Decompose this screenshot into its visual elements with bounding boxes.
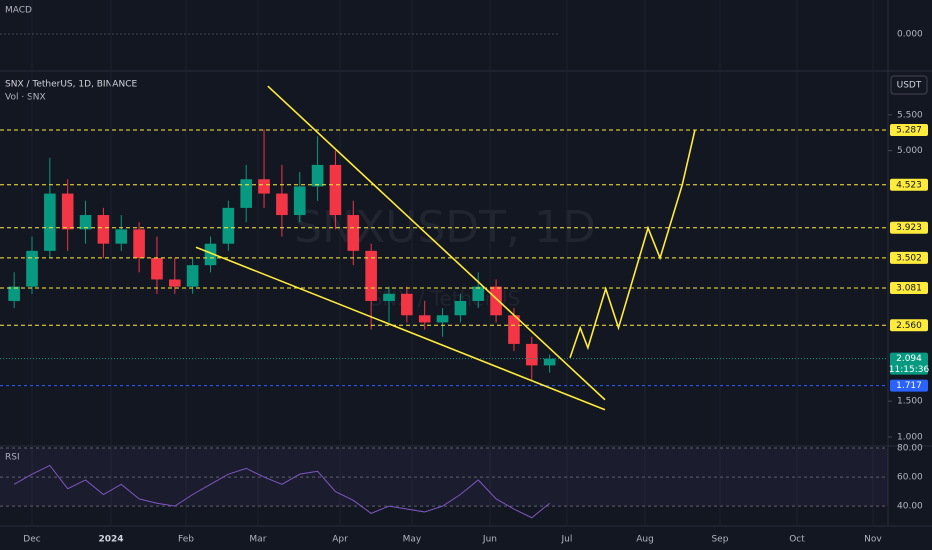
candle-body xyxy=(525,343,538,366)
level-label: 5.287 xyxy=(896,126,922,136)
candle-body xyxy=(347,215,360,251)
x-tick-label: Jun xyxy=(482,535,497,545)
candle-body xyxy=(329,164,342,216)
x-tick-label: Sep xyxy=(711,535,728,545)
candle-body xyxy=(258,179,270,194)
candle-body xyxy=(311,164,324,187)
candle-body xyxy=(490,286,502,316)
candle-body xyxy=(44,193,56,251)
x-tick-label: Aug xyxy=(636,535,654,545)
symbol-title: SNX / TetherUS, 1D, BINANCE xyxy=(5,80,137,90)
y-tick-label: 5.500 xyxy=(897,110,923,120)
candle-body xyxy=(115,229,128,244)
last-price-label: 2.094 xyxy=(896,354,922,364)
candle-body xyxy=(240,179,252,208)
x-tick-label: 2024 xyxy=(99,535,124,545)
y-tick-label: 1.000 xyxy=(897,432,923,442)
trendline xyxy=(267,85,606,401)
rsi-tick-label: 80.00 xyxy=(897,444,923,454)
rsi-tick-label: 60.00 xyxy=(897,473,923,483)
rsi-tick-label: 40.00 xyxy=(897,502,923,512)
rsi-label: RSI xyxy=(5,453,20,463)
x-tick-label: Apr xyxy=(332,535,348,545)
x-tick-label: Jul xyxy=(561,535,573,545)
level-box xyxy=(890,178,928,191)
x-tick-label: Nov xyxy=(864,535,882,545)
last-price-box xyxy=(890,352,928,375)
level-label: 3.923 xyxy=(896,223,922,233)
level-box xyxy=(890,281,928,294)
macd-tick-label: 0.000 xyxy=(897,30,923,40)
x-tick-label: Mar xyxy=(249,535,266,545)
candle-body xyxy=(401,293,413,316)
level-box xyxy=(890,124,928,137)
candle-body xyxy=(133,229,145,258)
candle-body xyxy=(293,186,306,216)
candle-body xyxy=(472,286,485,301)
level-label: 3.502 xyxy=(896,253,922,263)
candle-body xyxy=(454,300,467,316)
volume-label: Vol · SNX xyxy=(5,93,46,103)
level-label: 4.523 xyxy=(896,180,922,190)
level-box xyxy=(890,319,928,332)
level-box xyxy=(890,251,928,264)
currency-label[interactable]: USDT xyxy=(897,81,922,91)
candle-body xyxy=(418,315,431,323)
candle-body xyxy=(151,257,163,280)
countdown: 11:15:36 xyxy=(889,365,930,375)
projection-path xyxy=(569,129,696,358)
macd-label: MACD xyxy=(5,6,32,16)
candle-body xyxy=(365,250,377,301)
candle-body xyxy=(79,215,92,230)
currency-button[interactable] xyxy=(890,75,928,95)
level-box xyxy=(890,221,928,234)
rsi-line xyxy=(13,464,550,519)
x-tick-label: May xyxy=(403,535,422,545)
candle-body xyxy=(204,243,217,266)
candle-body xyxy=(186,265,199,287)
candle-body xyxy=(436,315,449,323)
y-tick-label: 5.000 xyxy=(897,146,923,156)
candle-body xyxy=(26,250,38,287)
level-label: 2.560 xyxy=(896,321,922,331)
x-tick-label: Dec xyxy=(23,535,40,545)
candle-body xyxy=(222,207,235,244)
candle-body xyxy=(97,215,110,244)
support-label: 1.717 xyxy=(896,381,922,391)
support-box xyxy=(890,379,928,392)
candle-body xyxy=(543,358,556,366)
x-tick-label: Feb xyxy=(178,535,194,545)
y-tick-label: 1.500 xyxy=(897,397,923,407)
level-label: 3.081 xyxy=(896,283,922,293)
candle-body xyxy=(8,286,20,301)
candle-body xyxy=(383,293,395,301)
x-tick-label: Oct xyxy=(789,535,805,545)
candle-body xyxy=(276,193,288,216)
candle-body xyxy=(61,193,74,230)
trendline xyxy=(195,246,606,411)
candle-body xyxy=(508,315,520,344)
candle-body xyxy=(168,279,181,287)
